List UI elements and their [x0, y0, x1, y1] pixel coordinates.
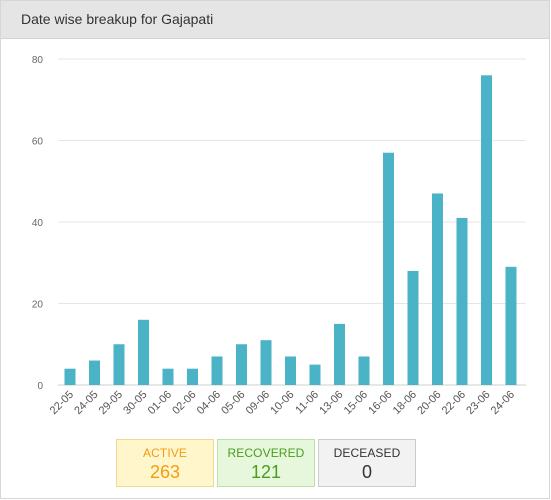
recovered-label: RECOVERED — [227, 446, 305, 460]
panel-header: Date wise breakup for Gajapati — [1, 1, 549, 39]
deceased-label: DECEASED — [333, 446, 401, 460]
bar[interactable] — [407, 270, 419, 385]
recovered-stat-box: RECOVERED 121 — [217, 439, 315, 487]
bar[interactable] — [236, 344, 247, 385]
x-tick-label: 29-05 — [97, 389, 125, 417]
bar[interactable] — [432, 193, 443, 385]
x-tick-label: 24-05 — [72, 389, 100, 417]
x-tick-label: 30-05 — [121, 389, 149, 417]
x-tick-label: 02-06 — [170, 389, 198, 417]
x-tick-label: 05-06 — [219, 389, 247, 417]
x-tick-label: 23-06 — [464, 389, 492, 417]
y-tick-label: 0 — [37, 381, 43, 392]
bar[interactable] — [211, 356, 223, 385]
x-tick-label: 04-06 — [195, 389, 223, 417]
bar[interactable] — [89, 360, 100, 385]
x-tick-label: 22-05 — [48, 389, 76, 417]
bar[interactable] — [285, 356, 296, 385]
x-tick-label: 16-06 — [366, 389, 394, 417]
y-tick-label: 80 — [32, 55, 44, 66]
x-tick-label: 18-06 — [391, 389, 419, 417]
active-stat-box: ACTIVE 263 — [116, 439, 214, 487]
y-tick-label: 40 — [32, 218, 44, 229]
bar[interactable] — [456, 217, 468, 385]
deceased-value: 0 — [361, 462, 372, 482]
bar[interactable] — [260, 340, 272, 385]
x-tick-label: 15-06 — [342, 389, 370, 417]
y-tick-label: 60 — [32, 137, 44, 148]
x-tick-label: 11-06 — [293, 389, 321, 417]
bar-chart: 02040608022-0524-0529-0530-0501-0602-060… — [32, 55, 526, 417]
x-tick-label: 20-06 — [415, 389, 443, 417]
bar[interactable] — [481, 75, 492, 386]
bar[interactable] — [505, 266, 517, 385]
bar[interactable] — [358, 356, 370, 385]
active-value: 263 — [149, 462, 181, 482]
x-tick-label: 01-06 — [146, 389, 174, 417]
recovered-value: 121 — [250, 462, 282, 482]
bar[interactable] — [383, 152, 394, 385]
x-tick-label: 24-06 — [489, 389, 517, 417]
active-label: ACTIVE — [143, 446, 187, 460]
deceased-stat-box: DECEASED 0 — [318, 439, 416, 487]
bar[interactable] — [162, 368, 174, 385]
panel-title: Date wise breakup for Gajapati — [21, 11, 214, 27]
bar[interactable] — [64, 368, 76, 385]
x-tick-label: 10-06 — [268, 389, 296, 417]
bar[interactable] — [187, 368, 198, 385]
x-tick-label: 13-06 — [317, 389, 345, 417]
x-tick-label: 09-06 — [244, 389, 272, 417]
bar[interactable] — [138, 319, 149, 385]
bar[interactable] — [334, 323, 345, 385]
x-tick-label: 22-06 — [440, 389, 468, 417]
y-tick-label: 20 — [32, 300, 44, 311]
bar[interactable] — [113, 344, 125, 385]
bar[interactable] — [309, 364, 321, 385]
